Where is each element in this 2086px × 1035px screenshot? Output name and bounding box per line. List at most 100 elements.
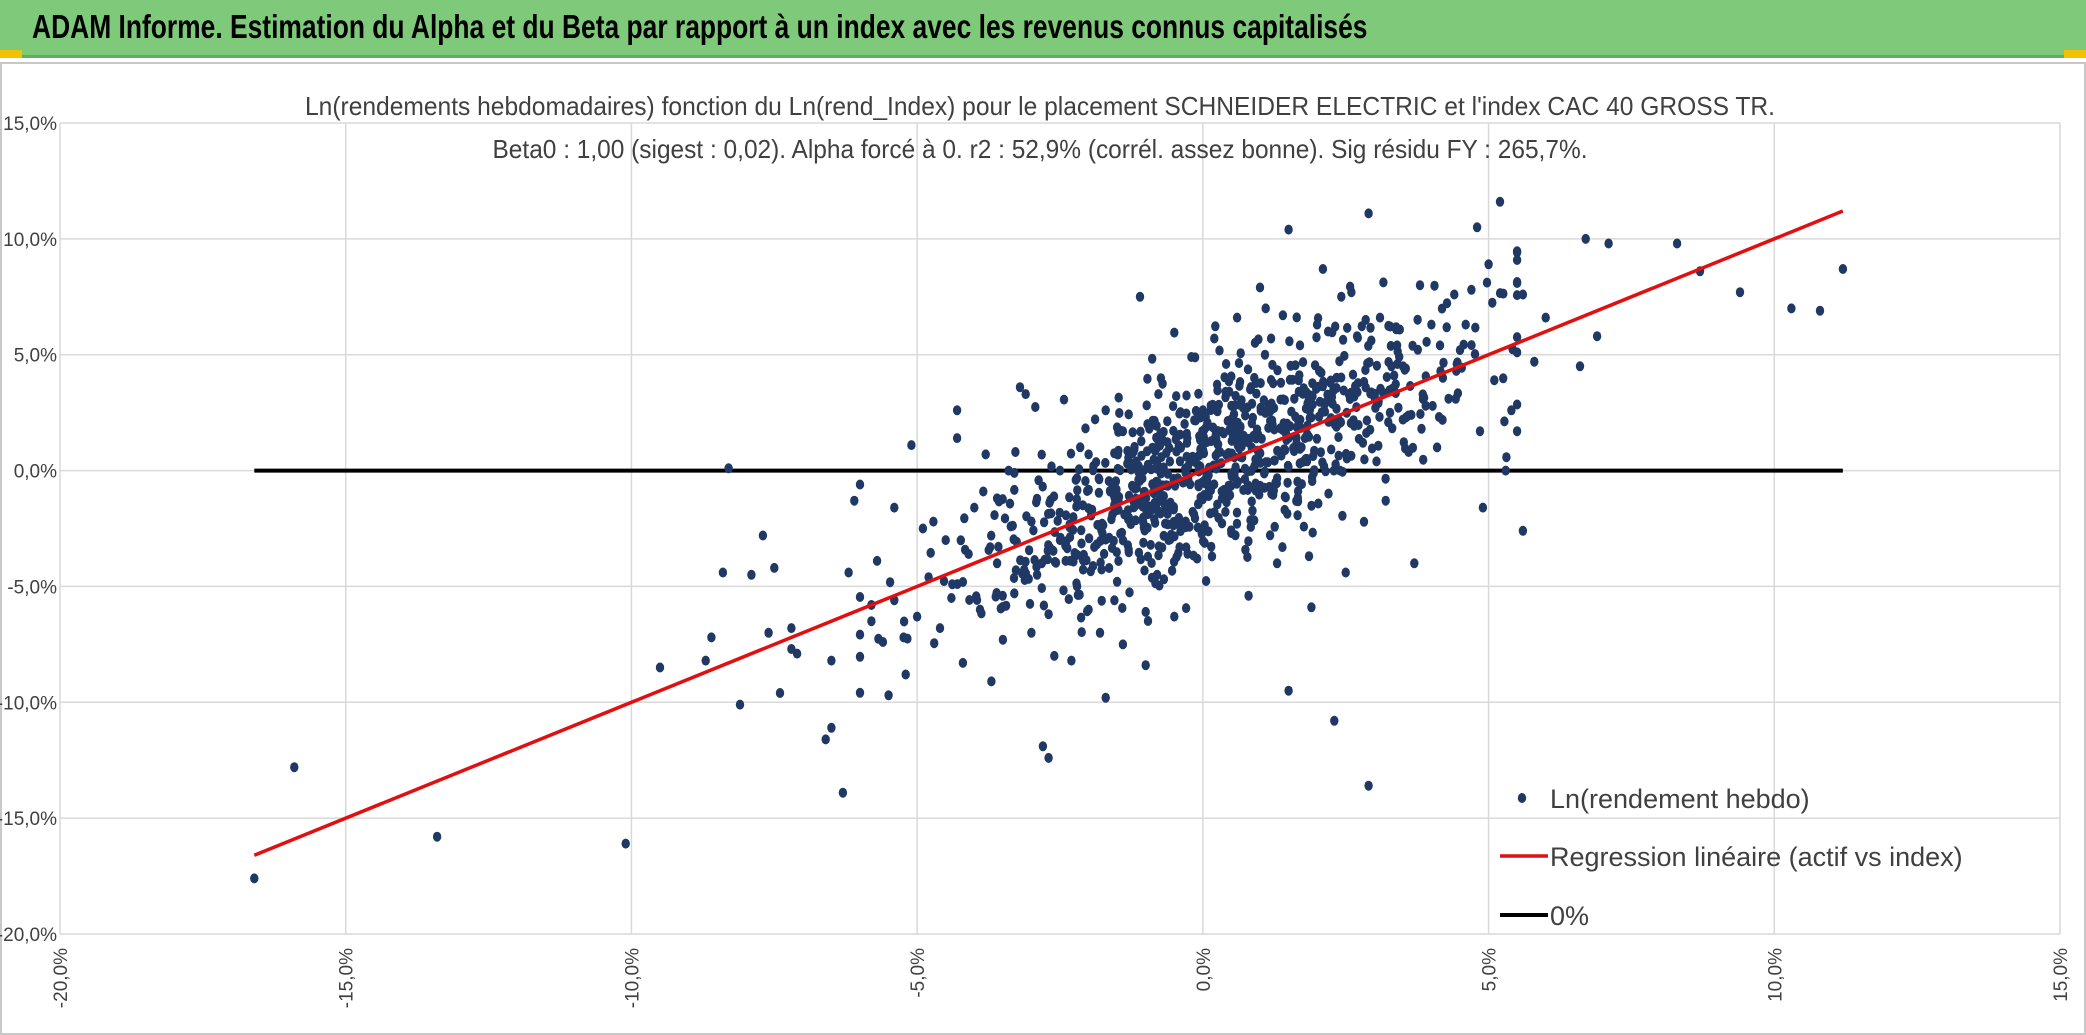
scatter-point (1011, 447, 1020, 457)
scatter-point (1227, 468, 1236, 479)
scatter-point (1264, 422, 1273, 433)
scatter-point (1147, 558, 1156, 568)
scatter-point (1170, 531, 1179, 542)
scatter-point (1110, 493, 1120, 504)
scatter-point (1439, 357, 1448, 368)
scatter-point (1273, 445, 1282, 456)
scatter-point (1246, 382, 1256, 393)
scatter-point (998, 634, 1008, 645)
scatter-point (1055, 465, 1065, 476)
scatter-point (1252, 388, 1261, 399)
scatter-point (1010, 467, 1019, 478)
scatter-point (918, 523, 928, 534)
scatter-point (1198, 536, 1208, 547)
scatter-point (1202, 469, 1211, 480)
scatter-point (1225, 386, 1234, 397)
scatter-point (1348, 369, 1358, 380)
scatter-point (1241, 544, 1250, 555)
scatter-point (1134, 547, 1144, 558)
scatter-point (1044, 609, 1053, 620)
scatter-point (1243, 364, 1253, 375)
scatter-point (1284, 461, 1293, 472)
scatter-point (1500, 416, 1509, 427)
scatter-point (1073, 549, 1082, 560)
scatter-point (718, 567, 728, 578)
scatter-point (1059, 394, 1069, 405)
scatter-point (1189, 509, 1199, 520)
scatter-point (1034, 475, 1043, 486)
x-tick-label: -5,0% (908, 948, 929, 998)
scatter-point (986, 542, 995, 553)
scatter-point (1471, 322, 1480, 333)
scatter-point (1039, 600, 1049, 611)
scatter-point (1263, 457, 1273, 468)
scatter-point (1061, 510, 1071, 521)
scatter-point (1116, 425, 1126, 436)
scatter-point (1196, 412, 1205, 423)
scatter-point (1260, 468, 1269, 479)
scatter-point (903, 633, 912, 644)
scatter-point (1176, 407, 1185, 418)
scatter-point (1314, 365, 1324, 376)
scatter-point (1124, 547, 1134, 558)
scatter-point (1250, 337, 1260, 348)
scatter-point (1604, 238, 1613, 249)
scatter-point (1242, 433, 1251, 444)
scatter-point (1094, 487, 1104, 498)
scatter-point (1372, 456, 1381, 467)
scatter-point (1083, 486, 1092, 496)
scatter-point (1195, 431, 1204, 442)
scatter-point (1365, 424, 1375, 435)
scatter-point (1360, 454, 1369, 465)
scatter-point (1284, 224, 1293, 235)
scatter-point (1135, 291, 1145, 302)
scatter-point (1235, 439, 1244, 450)
scatter-point (1101, 457, 1110, 468)
scatter-point (1305, 413, 1315, 423)
scatter-point (432, 831, 442, 842)
report-title: ADAM Informe. Estimation du Alpha et du … (32, 8, 1368, 45)
scatter-point (1234, 358, 1244, 369)
scatter-point (1157, 452, 1166, 463)
scatter-point (960, 513, 969, 524)
scatter-point (1206, 485, 1216, 496)
scatter-point (1470, 349, 1480, 360)
scatter-point (1180, 419, 1189, 429)
scatter-point (929, 516, 938, 527)
scatter-point (1291, 360, 1300, 371)
x-tick-label: -10,0% (622, 948, 643, 1008)
scatter-point (1167, 565, 1177, 576)
scatter-point (1299, 521, 1309, 532)
scatter-point (1232, 431, 1241, 442)
x-tick-label: 10,0% (1765, 948, 1786, 1002)
scatter-point (1495, 196, 1505, 207)
x-tick-label: 15,0% (2051, 948, 2072, 1002)
scatter-point (901, 669, 910, 680)
scatter-point (1073, 590, 1083, 600)
scatter-point (890, 502, 899, 513)
scatter-point (1059, 585, 1068, 596)
scatter-point (1165, 456, 1175, 467)
scatter-point (1672, 238, 1682, 249)
scatter-point (1077, 538, 1086, 549)
scatter-point (1016, 555, 1025, 566)
scatter-point (1151, 578, 1160, 589)
scatter-point (1367, 443, 1377, 454)
scatter-point (1467, 340, 1476, 351)
scatter-point (1541, 312, 1550, 323)
scatter-point (1065, 492, 1074, 503)
scatter-point (1072, 501, 1081, 512)
scatter-point (701, 655, 710, 666)
y-tick-label: 5,0% (14, 346, 57, 367)
scatter-point (290, 762, 299, 773)
scatter-point (1512, 332, 1522, 343)
scatter-point (1384, 320, 1393, 331)
scatter-point (1207, 541, 1216, 552)
scatter-point (707, 632, 716, 643)
scatter-point (1512, 255, 1522, 265)
scatter-point (1290, 393, 1299, 404)
scatter-point (1078, 555, 1088, 566)
scatter-point (1206, 405, 1216, 416)
scatter-point (1248, 505, 1257, 516)
scatter-point (1488, 297, 1497, 308)
